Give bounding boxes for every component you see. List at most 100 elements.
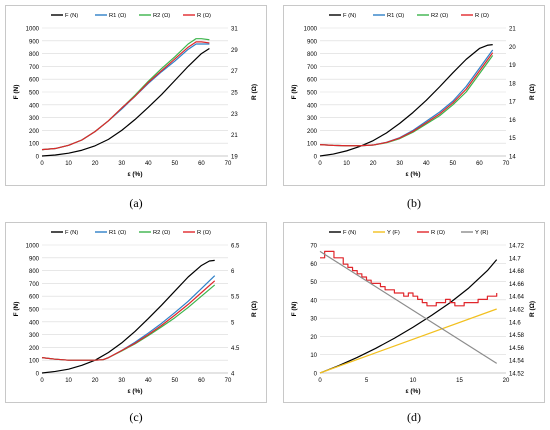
y-right-tick-label: 23 [231,112,238,118]
legend-label: R1 (Ω) [109,13,126,19]
y-right-tick-label: 14.64 [509,295,525,301]
series-line-1 [319,49,494,147]
y-left-tick-label: 900 [307,39,318,45]
legend-label: R2 (Ω) [153,230,170,236]
x-tick-label: 70 [503,161,510,167]
y-right-tick-label: 27 [231,69,238,75]
y-left-tick-label: 60 [310,262,317,268]
x-tick-label: 10 [65,161,72,167]
y-left-tick-label: 300 [307,116,318,122]
x-tick-label: 70 [225,161,232,167]
y-left-tick-label: 100 [29,359,40,365]
y-right-tick-label: 14.7 [509,256,521,262]
chart-svg-b: 0100200300400500600700800900100014151617… [291,13,536,178]
y-right-axis-title: R (Ω) [529,84,536,100]
y-left-tick-label: 0 [314,155,318,161]
y-right-tick-label: 16 [509,118,516,124]
y-left-tick-label: 400 [29,320,40,326]
y-left-tick-label: 700 [29,65,40,71]
y-left-tick-label: 200 [307,129,318,135]
x-tick-label: 20 [92,378,99,384]
y-right-tick-label: 31 [231,27,238,33]
x-tick-label: 40 [423,161,430,167]
legend-label: F (N) [65,230,78,236]
legend-label: R2 (Ω) [153,13,170,19]
y-left-tick-label: 500 [29,91,40,97]
legend-label: F (N) [65,13,78,19]
chart-svg-d: 01020304050607014.5214.5414.5614.5814.61… [291,230,536,395]
y-right-tick-label: 18 [509,81,516,87]
y-left-tick-label: 200 [29,346,40,352]
y-left-tick-label: 400 [307,103,318,109]
x-tick-label: 50 [172,161,179,167]
y-right-tick-label: 29 [231,48,238,54]
y-right-axis-title: R (Ω) [529,301,536,317]
y-right-tick-label: 14.6 [509,320,521,326]
legend-label: R2 (Ω) [431,13,448,19]
series-line-3 [319,52,494,147]
chart-panel-d: 0 10 20 30 40 50 60 70 14.52 14.54 14.56 14.58 14.6 1… [283,222,545,403]
x-tick-label: 0 [40,161,44,167]
y-right-tick-label: 6.5 [231,244,240,250]
caption-a: (a) [129,196,143,210]
y-left-tick-label: 30 [310,317,317,323]
y-right-tick-label: 14.54 [509,359,525,365]
legend-label: Y (R) [475,230,488,236]
y-left-tick-label: 800 [29,52,40,58]
y-left-tick-label: 900 [29,256,40,262]
chart-svg-c: 0100200300400500600700800900100044.555.5… [13,230,258,395]
series-line-1 [41,43,210,151]
y-left-tick-label: 900 [29,39,40,45]
y-left-tick-label: 500 [29,308,40,314]
y-left-tick-label: 50 [310,280,317,286]
x-tick-label: 70 [225,378,232,384]
x-axis-title: ε (%) [128,388,143,395]
x-tick-label: 60 [198,161,205,167]
y-left-axis-title: F (N) [291,302,298,317]
y-right-tick-label: 14.56 [509,346,525,352]
series-line-0 [41,47,210,157]
series-line-3 [41,41,210,151]
series-line-0 [319,259,498,374]
y-right-tick-label: 19 [509,63,516,69]
legend-label: R (Ω) [197,13,211,19]
y-left-tick-label: 600 [29,78,40,84]
y-right-tick-label: 14.66 [509,282,525,288]
y-right-tick-label: 20 [509,45,516,51]
y-right-tick-label: 19 [231,155,238,161]
x-axis-title: ε (%) [406,388,421,395]
y-left-axis-title: F (N) [13,85,20,100]
y-right-tick-label: 5.5 [231,295,240,301]
x-tick-label: 0 [40,378,44,384]
y-left-tick-label: 1000 [26,244,40,250]
y-right-tick-label: 17 [509,100,516,106]
x-tick-label: 20 [370,161,377,167]
y-left-tick-label: 600 [29,295,40,301]
y-right-tick-label: 14.52 [509,372,525,378]
series-line-3 [41,280,216,361]
y-right-tick-label: 6 [231,269,235,275]
x-tick-label: 60 [476,161,483,167]
legend-label: R (Ω) [431,230,445,236]
y-left-tick-label: 0 [36,372,40,378]
y-right-tick-label: 4 [231,372,235,378]
y-right-axis-title: R (Ω) [251,84,258,100]
x-tick-label: 30 [396,161,403,167]
y-left-tick-label: 800 [307,52,318,58]
x-tick-label: 30 [118,378,125,384]
caption-b: (b) [407,196,421,210]
y-right-tick-label: 25 [231,91,238,97]
y-right-tick-label: 4.5 [231,346,240,352]
legend-label: F (N) [343,13,356,19]
y-left-tick-label: 0 [36,155,40,161]
y-right-tick-label: 14.68 [509,269,525,275]
y-left-tick-label: 500 [307,91,318,97]
y-right-tick-label: 21 [509,27,516,33]
y-left-tick-label: 200 [29,129,40,135]
x-tick-label: 20 [92,161,99,167]
x-tick-label: 5 [365,378,369,384]
x-tick-label: 0 [318,378,322,384]
chart-panel-b: 0 100 200 300 400 500 600 700 800 900 1000 14 15 16 17… [283,5,545,186]
y-left-tick-label: 400 [29,103,40,109]
x-tick-label: 50 [450,161,457,167]
